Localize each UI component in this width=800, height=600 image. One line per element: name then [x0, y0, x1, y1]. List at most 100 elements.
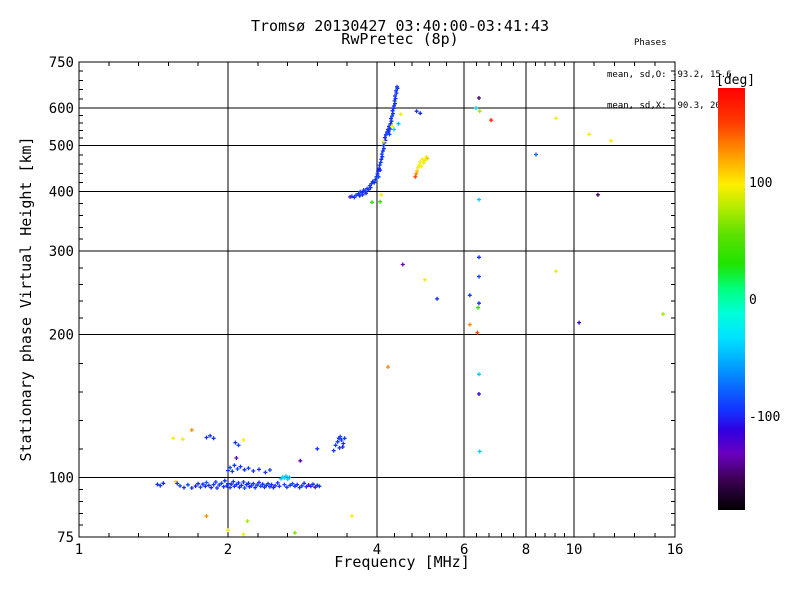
scatter-point	[313, 485, 318, 490]
scatter-point	[242, 486, 247, 490]
scatter-point	[398, 112, 403, 117]
scatter-point	[208, 433, 213, 438]
scatter-point	[337, 445, 342, 450]
scatter-point	[386, 365, 390, 369]
scatter-point	[388, 127, 392, 131]
scatter-point	[246, 466, 251, 471]
y-tick-label: 300	[49, 244, 74, 260]
scatter-point	[155, 482, 160, 487]
scatter-point	[241, 438, 246, 442]
scatter-point	[269, 482, 274, 487]
scatter-point	[379, 152, 384, 157]
scatter-point	[198, 485, 203, 490]
scatter-point	[477, 109, 482, 114]
scatter-point	[238, 464, 243, 469]
scatter-point	[287, 475, 292, 480]
scatter-point	[273, 483, 278, 488]
scatter-point	[241, 480, 246, 484]
scatter-point	[229, 482, 234, 487]
scatter-point	[387, 132, 392, 137]
scatter-point	[379, 157, 384, 162]
scatter-point	[230, 469, 235, 474]
scatter-point	[257, 480, 261, 485]
scatter-point	[554, 116, 558, 121]
phases-heading: Phases	[634, 38, 667, 48]
scatter-point	[377, 163, 382, 168]
scatter-point	[477, 301, 481, 306]
scatter-point	[423, 158, 427, 163]
scatter-point	[378, 199, 383, 204]
title-block: Tromsø 20130427 03:40:00-03:41:43 RwPret…	[0, 17, 800, 47]
scatter-point	[395, 84, 399, 89]
scatter-point	[418, 111, 423, 116]
scatter-point	[204, 435, 209, 440]
scatter-point	[388, 121, 393, 126]
scatter-point	[266, 481, 271, 486]
scatter-point	[282, 482, 287, 487]
y-gridlines	[79, 107, 675, 479]
scatter-point	[370, 200, 375, 205]
colorbar-unit-label: [deg]	[716, 73, 755, 88]
scatter-point	[234, 456, 239, 460]
x-tick-label: 4	[373, 542, 381, 558]
scatter-point	[234, 482, 239, 487]
y-tick-label: 600	[49, 101, 74, 117]
scatter-point	[394, 88, 398, 93]
scatter-point	[231, 479, 236, 484]
scatter-point	[315, 483, 320, 488]
plot-title: Tromsø 20130427 03:40:00-03:41:43	[250, 17, 549, 35]
scatter-point	[178, 483, 182, 488]
scatter-point	[193, 484, 198, 489]
scatter-point	[342, 436, 347, 441]
scatter-point	[290, 481, 295, 486]
scatter-point	[158, 483, 163, 488]
x-tick-label: 2	[224, 542, 232, 558]
scatter-point	[357, 193, 362, 198]
x-tick-labels: 1 2 4 6 8 10 16	[75, 542, 684, 558]
scatter-point	[295, 482, 300, 487]
scatter-point	[392, 98, 397, 103]
scatter-point	[302, 481, 307, 486]
phases-o-stats: mean, sd,O: -93.2, 15.6	[607, 69, 732, 80]
scatter-point	[364, 191, 368, 196]
scatter-point	[204, 514, 209, 519]
scatter-point	[335, 439, 340, 444]
scatter-point	[161, 481, 166, 486]
x-tick-label: 6	[460, 542, 468, 558]
scatter-point	[352, 195, 357, 200]
scatter-point	[311, 482, 315, 487]
y-tick-label: 400	[49, 185, 74, 201]
scatter-point	[477, 274, 481, 279]
scatter-point	[251, 469, 256, 473]
scatter-point	[206, 483, 211, 488]
y-tick-label: 200	[49, 328, 74, 344]
scatter-point	[260, 482, 265, 487]
scatter-point	[340, 445, 345, 449]
scatter-point	[386, 129, 391, 134]
scatter-point	[189, 486, 194, 490]
scatter-point	[239, 483, 244, 488]
scatter-point	[413, 174, 418, 179]
colorbar-tick-label: 0	[749, 293, 757, 308]
scatter-point	[477, 96, 481, 100]
scatter-point	[246, 481, 251, 486]
scatter-point	[421, 160, 426, 165]
scatter-point	[200, 482, 205, 487]
scatter-point	[415, 169, 420, 174]
scatter-point	[360, 192, 365, 197]
scatter-point	[304, 484, 309, 489]
scatter-point	[417, 163, 422, 168]
scatter-point	[258, 484, 263, 489]
scatter-point	[306, 483, 311, 487]
scatter-point	[331, 448, 336, 453]
scatter-point	[245, 519, 250, 524]
y-tick-labels: 75 100 200 300 400 500 600 750	[49, 55, 74, 546]
scatter-point	[209, 485, 214, 490]
scatter-point	[277, 484, 282, 489]
scatter-point	[381, 143, 386, 148]
scatter-point	[380, 149, 385, 154]
scatter-point	[393, 94, 397, 98]
scatter-point	[241, 532, 246, 537]
scatter-point	[203, 484, 208, 489]
